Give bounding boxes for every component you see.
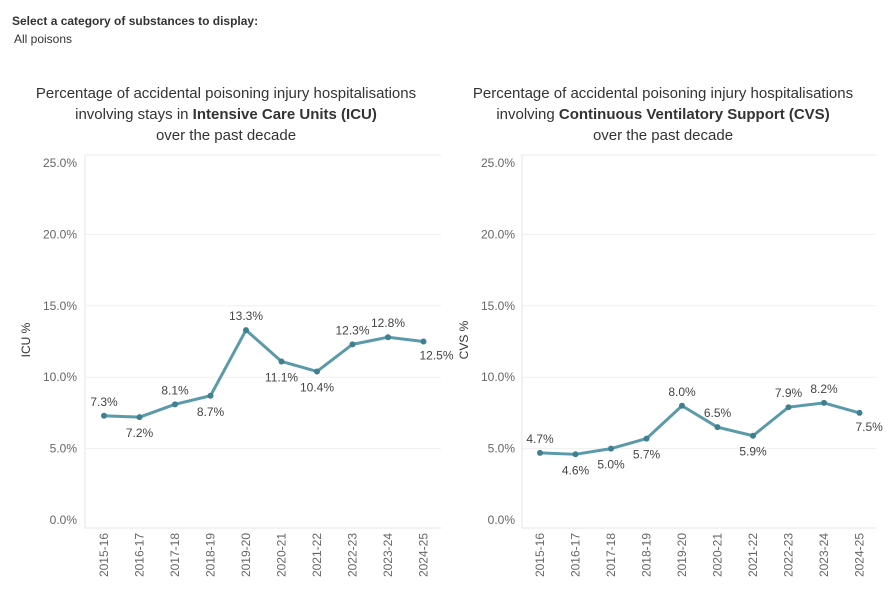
data-label: 5.0%	[597, 458, 625, 472]
chart-title-line: Percentage of accidental poisoning injur…	[36, 85, 416, 102]
data-point[interactable]	[821, 399, 827, 406]
chart-title-part: Intensive Care Units (ICU)	[193, 106, 377, 123]
data-label: 7.2%	[126, 426, 154, 440]
x-tick-label: 2015-16	[97, 533, 111, 577]
cvs-chart: Percentage of accidental poisoning injur…	[457, 85, 883, 577]
y-tick-label: 0.0%	[50, 513, 78, 527]
filter-label: Select a category of substances to displ…	[12, 14, 259, 28]
x-tick-label: 2018-19	[204, 533, 218, 577]
chart-title-part: Percentage of accidental poisoning injur…	[473, 85, 853, 102]
data-point[interactable]	[608, 445, 614, 452]
data-point[interactable]	[679, 402, 685, 409]
data-label: 11.1%	[265, 370, 298, 384]
data-label: 8.0%	[668, 385, 696, 399]
data-label: 13.3%	[229, 309, 263, 323]
data-point[interactable]	[101, 412, 107, 419]
data-label: 8.2%	[810, 382, 838, 396]
data-label: 8.7%	[197, 405, 225, 419]
icu-chart: Percentage of accidental poisoning injur…	[19, 85, 454, 577]
y-tick-label: 20.0%	[43, 227, 77, 241]
y-tick-label: 5.0%	[488, 442, 516, 456]
data-point[interactable]	[243, 327, 249, 334]
series-line	[539, 401, 860, 456]
x-tick-label: 2020-21	[275, 533, 289, 577]
data-point[interactable]	[750, 432, 756, 439]
data-point[interactable]	[420, 338, 427, 345]
chart-title-part: Percentage of accidental poisoning injur…	[36, 85, 416, 102]
x-tick-label: 2016-17	[569, 533, 583, 577]
data-point[interactable]	[643, 435, 650, 442]
data-point[interactable]	[385, 334, 391, 341]
chart-title-line: involving Continuous Ventilatory Support…	[496, 106, 829, 123]
data-label: 12.8%	[371, 316, 405, 330]
data-label: 12.3%	[335, 323, 369, 337]
chart-title-part: over the past decade	[593, 127, 733, 144]
x-tick-label: 2024-25	[417, 533, 431, 577]
series-line	[103, 328, 424, 419]
y-tick-label: 10.0%	[43, 370, 77, 384]
x-tick-label: 2021-22	[310, 533, 324, 577]
x-tick-label: 2016-17	[133, 533, 147, 577]
chart-title-line: Percentage of accidental poisoning injur…	[473, 85, 853, 102]
x-tick-label: 2023-24	[817, 533, 831, 577]
chart-title-line: over the past decade	[156, 127, 296, 144]
x-tick-label: 2022-23	[782, 533, 796, 577]
chart-title-part: involving	[496, 106, 559, 123]
x-tick-label: 2019-20	[239, 533, 253, 577]
substance-filter[interactable]: Select a category of substances to displ…	[12, 14, 258, 46]
chart-title-part: involving stays in	[75, 106, 193, 123]
y-tick-label: 0.0%	[488, 513, 516, 527]
data-point[interactable]	[856, 409, 863, 416]
data-point[interactable]	[572, 451, 579, 458]
data-label: 4.7%	[526, 432, 554, 446]
data-point[interactable]	[714, 424, 721, 431]
data-label: 8.1%	[161, 383, 189, 397]
y-axis-title: ICU %	[19, 322, 33, 357]
chart-title-line: over the past decade	[593, 127, 733, 144]
x-tick-label: 2023-24	[381, 533, 395, 577]
data-label: 5.9%	[739, 445, 767, 459]
chart-title-part: over the past decade	[156, 127, 296, 144]
y-tick-label: 25.0%	[43, 156, 77, 170]
x-tick-label: 2017-18	[604, 533, 618, 577]
data-label: 10.4%	[300, 380, 334, 394]
data-label: 7.5%	[856, 420, 884, 434]
data-point[interactable]	[537, 449, 543, 456]
data-point[interactable]	[172, 401, 178, 408]
data-label: 7.3%	[90, 395, 118, 409]
data-point[interactable]	[278, 358, 285, 365]
x-tick-label: 2015-16	[533, 533, 547, 577]
chart-title-line: involving stays in Intensive Care Units …	[75, 106, 377, 123]
data-label: 7.9%	[775, 386, 803, 400]
data-label: 4.6%	[562, 463, 590, 477]
x-tick-label: 2017-18	[168, 533, 182, 577]
x-tick-label: 2024-25	[853, 533, 867, 577]
y-tick-label: 10.0%	[481, 370, 515, 384]
y-tick-label: 20.0%	[481, 227, 515, 241]
chart-title-part: Continuous Ventilatory Support (CVS)	[559, 106, 830, 123]
data-point[interactable]	[349, 341, 356, 348]
y-tick-label: 15.0%	[43, 299, 77, 313]
x-tick-label: 2019-20	[675, 533, 689, 577]
data-label: 5.7%	[633, 448, 661, 462]
filter-selected-value[interactable]: All poisons	[14, 32, 73, 46]
data-point[interactable]	[207, 392, 214, 399]
x-tick-label: 2018-19	[640, 533, 654, 577]
data-point[interactable]	[785, 404, 792, 411]
x-tick-label: 2020-21	[711, 533, 725, 577]
y-axis-title: CVS %	[457, 320, 471, 359]
data-point[interactable]	[136, 414, 143, 421]
data-label: 6.5%	[704, 406, 732, 420]
y-tick-label: 25.0%	[481, 156, 515, 170]
x-tick-label: 2021-22	[746, 533, 760, 577]
y-tick-label: 15.0%	[481, 299, 515, 313]
y-tick-label: 5.0%	[50, 442, 78, 456]
x-tick-label: 2022-23	[346, 533, 360, 577]
data-label: 12.5%	[420, 349, 454, 363]
data-point[interactable]	[314, 368, 320, 375]
